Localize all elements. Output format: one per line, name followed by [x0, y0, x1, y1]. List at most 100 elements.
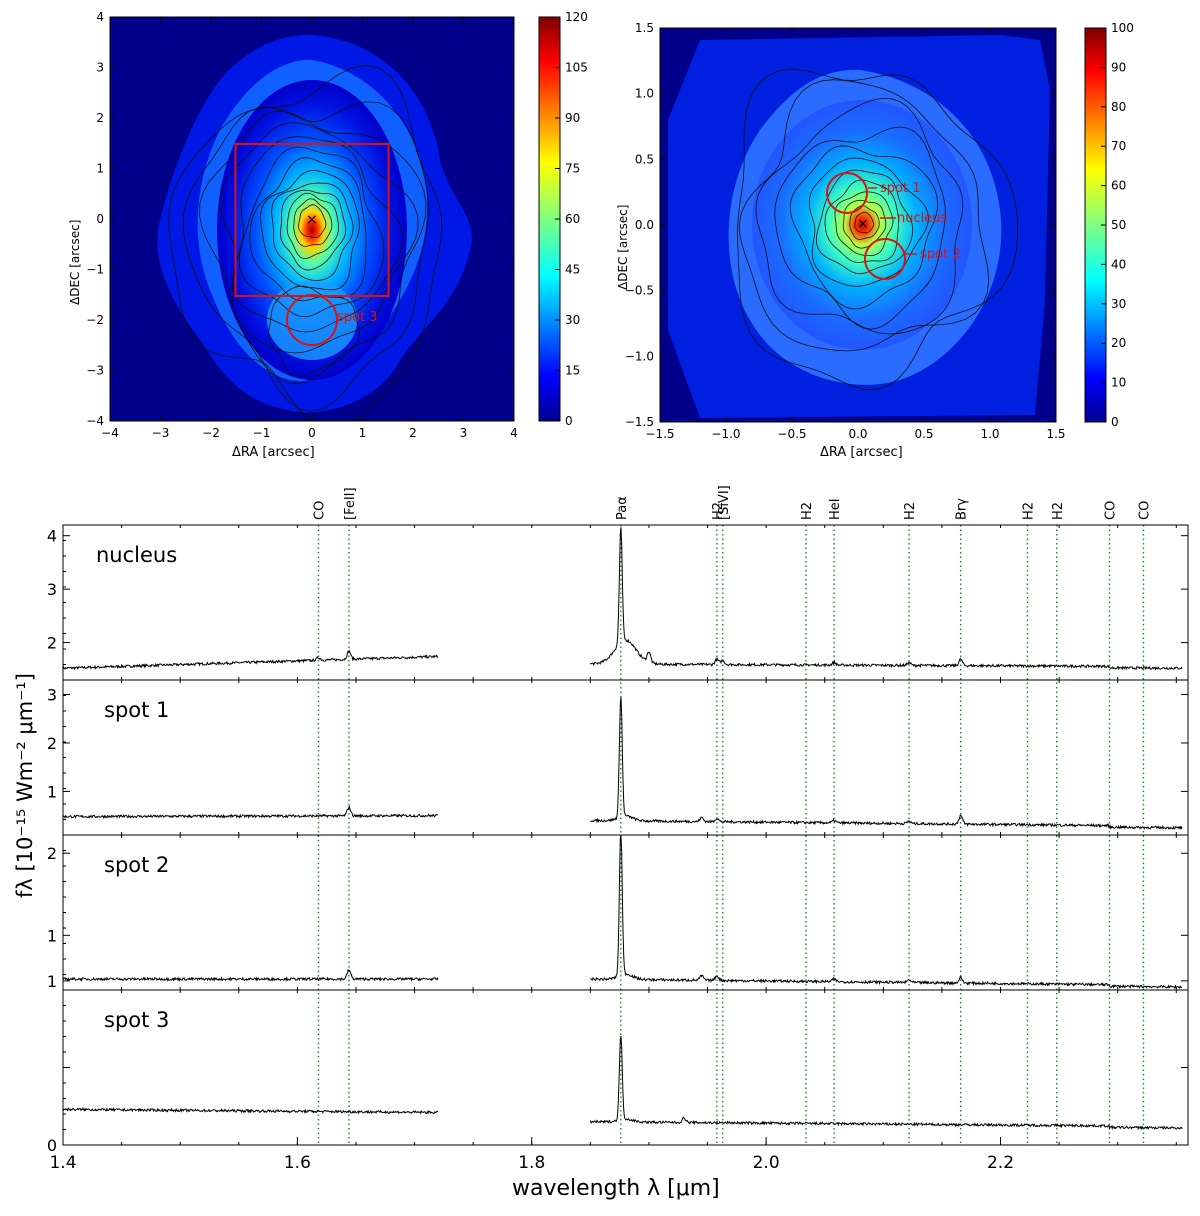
x-tick-label: −2: [202, 426, 220, 440]
x-tick-label: 1.0: [980, 427, 999, 441]
map-wide-ylabel: ΔDEC [arcsec]: [68, 220, 82, 305]
map-wide-contours: [168, 64, 443, 421]
spectrum-panel: 1 1 2 spot 2: [47, 834, 1189, 991]
y-tick-label: 2: [47, 844, 57, 863]
contour-line: [260, 169, 360, 291]
x-tick-label: 1.4: [49, 1153, 76, 1173]
contour-line: [268, 285, 360, 377]
colorbar-tick-label: 90: [565, 111, 580, 125]
colorbar-tick-label: 0: [1111, 415, 1119, 429]
y-tick-label: 4: [47, 527, 57, 546]
contour-line: [737, 68, 1019, 391]
x-tick-label: 1.5: [1046, 427, 1065, 441]
panel-name: spot 1: [104, 698, 169, 722]
x-tick-label: −1: [253, 426, 271, 440]
spectrum-line: [590, 696, 1183, 831]
y-tick-label: −1: [86, 263, 104, 277]
contour-line: [815, 169, 914, 275]
map-wide-south-lobe: [267, 280, 357, 360]
x-tick-label: 0: [308, 426, 316, 440]
y-tick-label: 0: [47, 1136, 57, 1155]
x-tick-label: 2.2: [987, 1153, 1014, 1173]
map-zoom-xlabel: ΔRA [arcsec]: [820, 445, 903, 460]
contour-line: [824, 179, 899, 263]
x-tick-label: 1.6: [284, 1153, 311, 1173]
colorbar-tick-label: 100: [1111, 21, 1134, 35]
y-tick-label: 1: [47, 782, 57, 801]
spot-1-label: spot 1: [880, 181, 920, 196]
x-tick-label: −1.5: [645, 427, 674, 441]
colorbar-tick-label: 40: [1111, 257, 1126, 271]
y-tick-label: −1.5: [625, 415, 654, 429]
nucleus-marker-zoom: ×: [857, 216, 869, 232]
spectra-xlabel: wavelength λ [μm]: [512, 1176, 720, 1201]
x-tick-label: 2.0: [753, 1153, 780, 1173]
line-id-label: H2: [1051, 502, 1066, 520]
map-wide-xlabel: ΔRA [arcsec]: [232, 445, 315, 460]
y-tick-label: 4: [96, 10, 104, 24]
colorbar-tick-label: 105: [565, 61, 588, 75]
colorbar-tick-label: 120: [565, 10, 588, 24]
spectra-x-axis: 1.4 1.6 1.8 2.0 2.2: [49, 525, 1177, 1173]
colorbar-tick-label: 15: [565, 364, 580, 378]
line-id-label: H2: [800, 502, 815, 520]
contour-line: [249, 157, 367, 302]
colorbar-tick-label: 10: [1111, 376, 1126, 390]
colorbar-tick-label: 80: [1111, 100, 1126, 114]
y-tick-label: 2: [47, 634, 57, 653]
x-tick-label: −1.0: [711, 427, 740, 441]
map-zoom-core-gradient: [752, 100, 972, 350]
x-tick-label: −4: [101, 426, 119, 440]
y-tick-label: 1: [47, 972, 57, 991]
spectra-ylabel: fλ [10⁻¹⁵ Wm⁻² μm⁻¹]: [13, 673, 37, 898]
spectrum-panel: 2 3 4 nucleus: [47, 524, 1189, 681]
contour-line: [298, 204, 327, 238]
contour-line: [808, 157, 929, 287]
y-tick-label: 2: [47, 734, 57, 753]
map-zoom-axes: −1.5 −1.0 −0.5 0.0 0.5 1.0 1.5 −1.5 −1.0 −0.5 0.0 0…: [625, 21, 1066, 441]
y-tick-label: 3: [96, 61, 104, 75]
y-tick-label: 1.5: [635, 21, 654, 35]
contour-line: [168, 64, 443, 421]
line-id-label: Paα: [615, 496, 630, 520]
line-id-labels: CO [FeII] Paα H2[SiVI] H2 HeI H2 Brγ H2 H2 CO CO: [312, 485, 1152, 520]
panel-name: spot 3: [104, 1008, 169, 1032]
line-id-label: CO: [312, 501, 327, 520]
contour-line: [219, 122, 419, 354]
contour-line: [232, 136, 404, 333]
y-tick-label: 1.0: [635, 87, 654, 101]
x-tick-label: −3: [152, 426, 170, 440]
panel-name: spot 2: [104, 853, 169, 877]
colorbar-tick-label: 60: [565, 212, 580, 226]
x-tick-label: 0.5: [914, 427, 933, 441]
x-tick-label: 0.0: [848, 427, 867, 441]
y-tick-label: −3: [86, 364, 104, 378]
contour-line: [849, 205, 880, 240]
colorbar-tick-label: 20: [1111, 336, 1126, 350]
contour-line: [774, 126, 946, 330]
nucleus-label: nucleus: [897, 211, 947, 226]
spectra-figure: CO [FeII] Paα H2[SiVI] H2 HeI H2 Brγ H2 H2 CO CO 23…: [13, 485, 1189, 1201]
line-id-label: CO: [1137, 501, 1152, 520]
spectrum-line: [62, 804, 439, 819]
spectrum-line: [62, 1106, 439, 1115]
y-tick-label: 3: [47, 580, 57, 599]
spectrum-line: [589, 1035, 1183, 1131]
map-zoom-colorbar-ticks: 0 10 20 30 40 50 60 70 80 90 100: [1101, 21, 1134, 429]
y-tick-label: 0.5: [635, 152, 654, 166]
line-id-label: HeI: [828, 498, 843, 520]
spectrum-panel-frame: [62, 524, 1189, 681]
y-tick-label: 2: [96, 111, 104, 125]
colorbar-tick-label: 30: [565, 313, 580, 327]
line-id-label: H2: [711, 502, 726, 520]
colorbar-tick-label: 70: [1111, 139, 1126, 153]
nucleus-marker-wide: ×: [306, 212, 318, 228]
spectrum-line: [62, 649, 439, 671]
contour-line: [182, 101, 429, 412]
colorbar-tick-label: 45: [565, 263, 580, 277]
x-tick-label: 3: [460, 426, 468, 440]
map-zoom-ylabel: ΔDEC [arcsec]: [616, 205, 630, 290]
line-id-label: H2: [1021, 502, 1036, 520]
spot-1-aperture: [826, 172, 868, 214]
spot-3-aperture: [286, 294, 338, 346]
